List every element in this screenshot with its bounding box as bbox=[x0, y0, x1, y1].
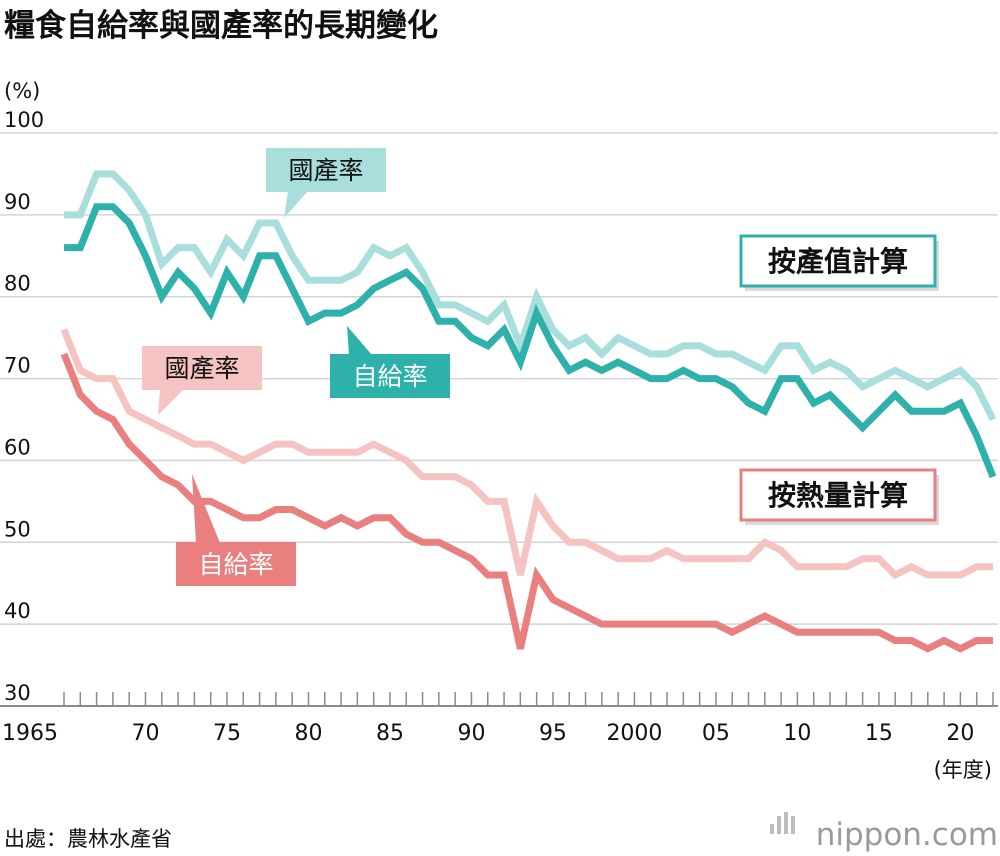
y-tick-label: 80 bbox=[4, 272, 31, 296]
annotation-pointer bbox=[347, 326, 372, 355]
logo-bar bbox=[791, 816, 795, 834]
x-tick-label: 80 bbox=[294, 721, 322, 746]
x-tick-label: 15 bbox=[865, 721, 893, 746]
x-axis-unit: (年度) bbox=[934, 758, 992, 782]
group-label: 按熱量計算 bbox=[768, 479, 908, 512]
y-tick-label: 60 bbox=[4, 435, 31, 459]
series-line bbox=[64, 203, 997, 479]
annotation-label: 國產率 bbox=[288, 156, 363, 185]
chart-title: 糧食自給率與國產率的長期變化 bbox=[4, 8, 438, 44]
x-tick-label: 2000 bbox=[606, 721, 662, 746]
logo-bar bbox=[784, 812, 788, 834]
logo-bar bbox=[770, 824, 774, 834]
annotation-box bbox=[266, 148, 386, 192]
annotation-label: 自給率 bbox=[352, 362, 427, 391]
x-tick-label: 1965 bbox=[2, 721, 58, 746]
annotation-pointer bbox=[158, 389, 184, 415]
x-tick-label: 90 bbox=[457, 721, 485, 746]
x-tick-label: 95 bbox=[539, 721, 567, 746]
annotation-label: 自給率 bbox=[198, 550, 273, 579]
group-label-box bbox=[739, 234, 937, 288]
data-series bbox=[60, 170, 997, 653]
y-tick-label: 100 bbox=[4, 108, 44, 132]
brand-text: nippon.com bbox=[816, 817, 998, 853]
y-tick-label: 70 bbox=[4, 354, 31, 378]
x-axis: 1965 70 75 80 85 90 95 2000 05 10 15 20 bbox=[2, 692, 994, 746]
series-line bbox=[64, 170, 997, 422]
y-axis-ticks: 30 40 50 60 70 80 90 100 bbox=[4, 108, 44, 705]
group-label: 按產值計算 bbox=[768, 245, 908, 278]
nippon-logo: nippon.com bbox=[770, 812, 998, 853]
series-line bbox=[60, 352, 993, 653]
annotation-box bbox=[176, 542, 296, 586]
y-tick-label: 30 bbox=[4, 681, 31, 705]
logo-bar bbox=[777, 816, 781, 834]
x-tick-label: 85 bbox=[376, 721, 404, 746]
x-tick-label: 20 bbox=[946, 721, 974, 746]
annotation-label: 國產率 bbox=[164, 354, 239, 383]
y-tick-label: 40 bbox=[4, 599, 31, 623]
series-line bbox=[60, 328, 993, 580]
annotation-pointer bbox=[284, 191, 308, 218]
annotation-box bbox=[330, 354, 450, 398]
annotation-pointer bbox=[192, 474, 220, 543]
x-tick-label: 05 bbox=[702, 721, 730, 746]
group-label-box bbox=[739, 468, 937, 522]
y-tick-label: 90 bbox=[4, 190, 31, 214]
x-tick-label: 10 bbox=[783, 721, 811, 746]
source-note: 出處：農林水產省 bbox=[4, 827, 172, 851]
x-tick-label: 75 bbox=[213, 721, 241, 746]
y-tick-label: 50 bbox=[4, 517, 31, 541]
x-tick-label: 70 bbox=[131, 721, 159, 746]
y-axis-unit: (%) bbox=[4, 79, 40, 103]
annotation-box bbox=[142, 346, 262, 390]
